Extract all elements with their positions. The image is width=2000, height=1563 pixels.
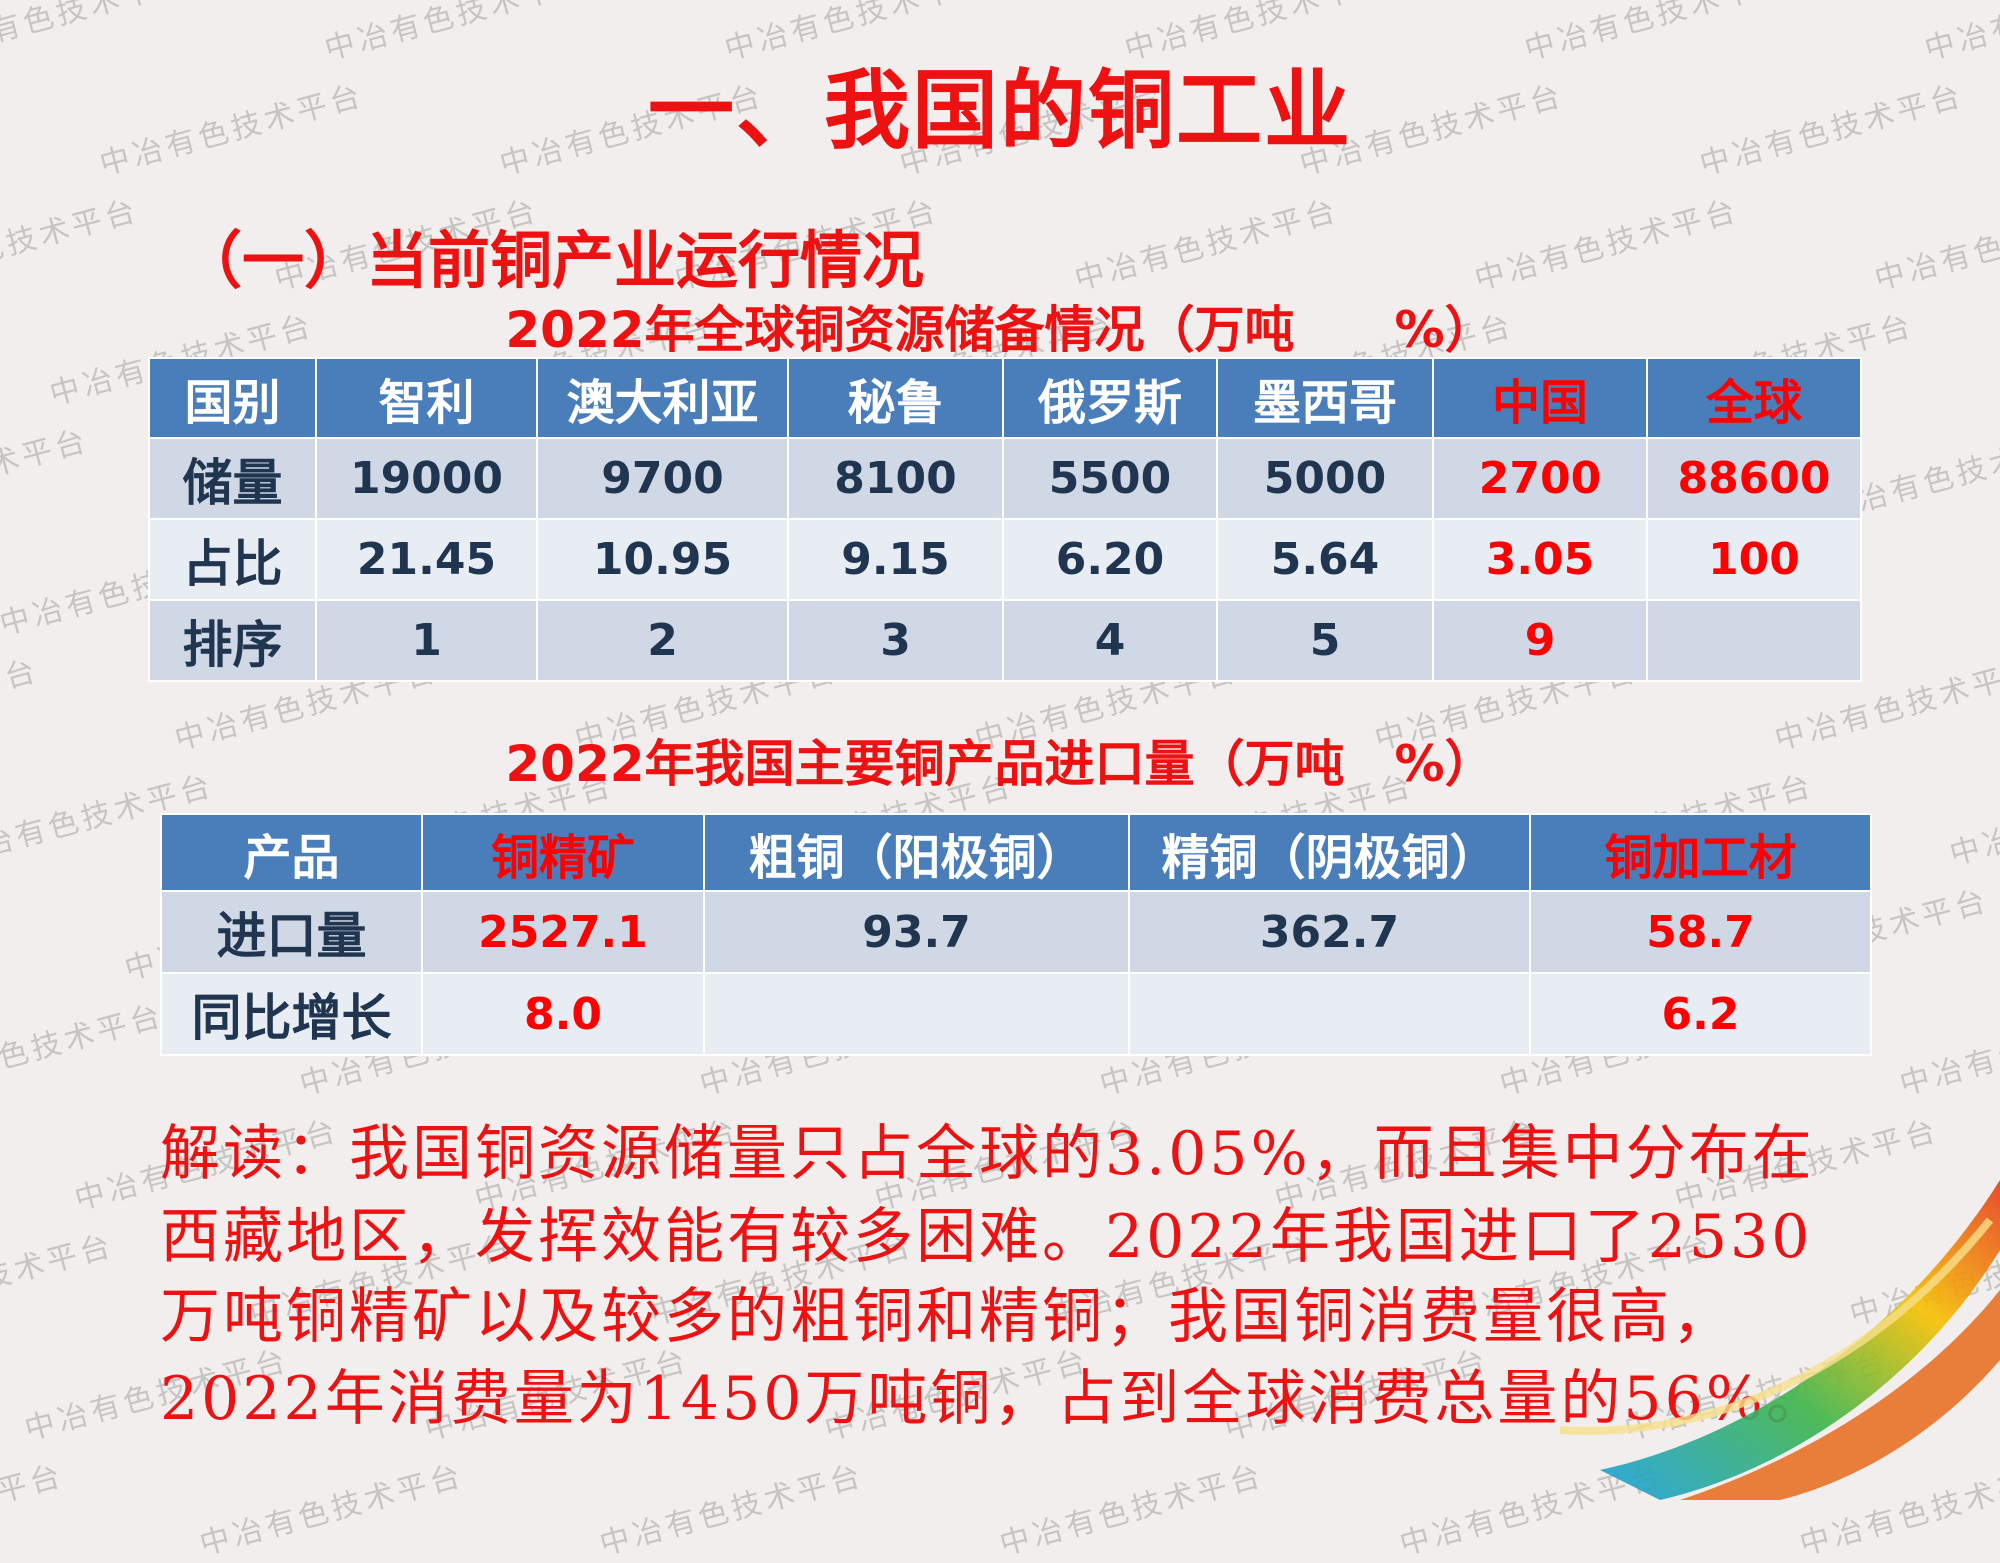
table-cell: 10.95 — [536, 518, 789, 601]
interpretation-line: 万吨铜精矿以及较多的粗铜和精铜；我国铜消费量很高， — [160, 1282, 1735, 1352]
table-row: 同比增长 8.0 6.2 — [160, 972, 1872, 1056]
watermark-text: 中冶有色技术平台 — [1471, 193, 1743, 298]
header-cell: 智利 — [315, 357, 538, 439]
table-cell: 21.45 — [315, 518, 538, 601]
interpretation-line: 2022年消费量为1450万吨铜，占到全球消费总量的56%。 — [160, 1364, 1829, 1434]
table-header-row: 国别 智利 澳大利亚 秘鲁 俄罗斯 墨西哥 中国 全球 — [148, 357, 1862, 439]
header-cell: 精铜（阴极铜） — [1128, 813, 1531, 892]
table-cell: 3.05 — [1432, 518, 1648, 601]
row-label: 储量 — [148, 437, 317, 520]
watermark-text: 中冶有色技术平台 — [0, 1228, 118, 1333]
row-label: 进口量 — [160, 890, 423, 974]
table-cell: 5.64 — [1216, 518, 1434, 601]
table-cell: 8.0 — [421, 972, 705, 1056]
table-cell — [703, 972, 1130, 1056]
table-cell: 362.7 — [1128, 890, 1531, 974]
table-cell: 19000 — [315, 437, 538, 520]
header-cell: 铜加工材 — [1529, 813, 1872, 892]
table-cell: 2 — [536, 599, 789, 682]
watermark-text: 中冶有色技术平台 — [1896, 998, 2000, 1103]
table-cell: 100 — [1646, 518, 1862, 601]
table-cell: 6.20 — [1002, 518, 1218, 601]
table-cell: 5000 — [1216, 437, 1434, 520]
watermark-text: 中冶有色技术平台 — [0, 1458, 68, 1563]
imports-table-title: 2022年我国主要铜产品进口量（万吨 %） — [505, 735, 1495, 793]
imports-table: 产品 铜精矿 粗铜（阳极铜） 精铜（阴极铜） 铜加工材 进口量 2527.1 93.… — [160, 813, 1872, 1056]
decorative-swirl-graphic — [1559, 1180, 2000, 1500]
watermark-text: 中冶有色技术平台 — [996, 1458, 1268, 1563]
watermark-text: 中冶有色技术平台 — [0, 193, 143, 298]
table-row: 进口量 2527.1 93.7 362.7 58.7 — [160, 890, 1872, 974]
table-cell: 9700 — [536, 437, 789, 520]
row-label: 占比 — [148, 518, 317, 601]
header-cell: 全球 — [1646, 357, 1862, 439]
interpretation-line: 解读：我国铜资源储量只占全球的3.05%，而且集中分布在 — [160, 1119, 1815, 1189]
table-header-row: 产品 铜精矿 粗铜（阳极铜） 精铜（阴极铜） 铜加工材 — [160, 813, 1872, 892]
slide-title: 一、我国的铜工业 — [648, 61, 1352, 161]
table-row: 占比 21.45 10.95 9.15 6.20 5.64 3.05 100 — [148, 518, 1862, 601]
table-cell: 93.7 — [703, 890, 1130, 974]
table-cell: 4 — [1002, 599, 1218, 682]
watermark-text: 中冶有色技术平台 — [1071, 193, 1343, 298]
header-cell: 粗铜（阳极铜） — [703, 813, 1130, 892]
row-label: 排序 — [148, 599, 317, 682]
header-cell: 产品 — [160, 813, 423, 892]
table-cell: 2700 — [1432, 437, 1648, 520]
header-cell: 铜精矿 — [421, 813, 705, 892]
table-cell: 5500 — [1002, 437, 1218, 520]
table-cell — [1646, 599, 1862, 682]
table-cell — [1128, 972, 1531, 1056]
table-cell: 3 — [787, 599, 1004, 682]
reserves-table: 国别 智利 澳大利亚 秘鲁 俄罗斯 墨西哥 中国 全球 储量 19000 9700 8… — [148, 357, 1862, 682]
table-cell: 1 — [315, 599, 538, 682]
table-cell: 9.15 — [787, 518, 1004, 601]
watermark-text: 中冶有色技术平台 — [0, 423, 93, 528]
table-cell: 2527.1 — [421, 890, 705, 974]
table-cell: 58.7 — [1529, 890, 1872, 974]
table-cell: 5 — [1216, 599, 1434, 682]
header-cell: 澳大利亚 — [536, 357, 789, 439]
table-cell: 6.2 — [1529, 972, 1872, 1056]
watermark-text: 中冶有色技术平台 — [596, 1458, 868, 1563]
watermark-text: 中冶有色技术平台 — [1871, 193, 2000, 298]
section-subtitle: （一）当前铜产业运行情况 — [180, 224, 925, 297]
header-cell: 中国 — [1432, 357, 1648, 439]
watermark-text: 中冶有色技术平台 — [0, 998, 168, 1103]
header-cell: 墨西哥 — [1216, 357, 1434, 439]
row-label: 同比增长 — [160, 972, 423, 1056]
table-cell: 9 — [1432, 599, 1648, 682]
interpretation-line: 西藏地区，发挥效能有较多困难。2022年我国进口了2530 — [160, 1202, 1813, 1272]
table-row: 排序 1 2 3 4 5 9 — [148, 599, 1862, 682]
table-row: 储量 19000 9700 8100 5500 5000 2700 88600 — [148, 437, 1862, 520]
reserves-table-title: 2022年全球铜资源储备情况（万吨 %） — [505, 301, 1495, 359]
header-cell: 秘鲁 — [787, 357, 1004, 439]
table-cell: 88600 — [1646, 437, 1862, 520]
watermark-text: 中冶有色技术平台 — [196, 1458, 468, 1563]
watermark-text: 中冶有色技术平台 — [1996, 538, 2000, 643]
header-cell: 俄罗斯 — [1002, 357, 1218, 439]
header-cell: 国别 — [148, 357, 317, 439]
table-cell: 8100 — [787, 437, 1004, 520]
